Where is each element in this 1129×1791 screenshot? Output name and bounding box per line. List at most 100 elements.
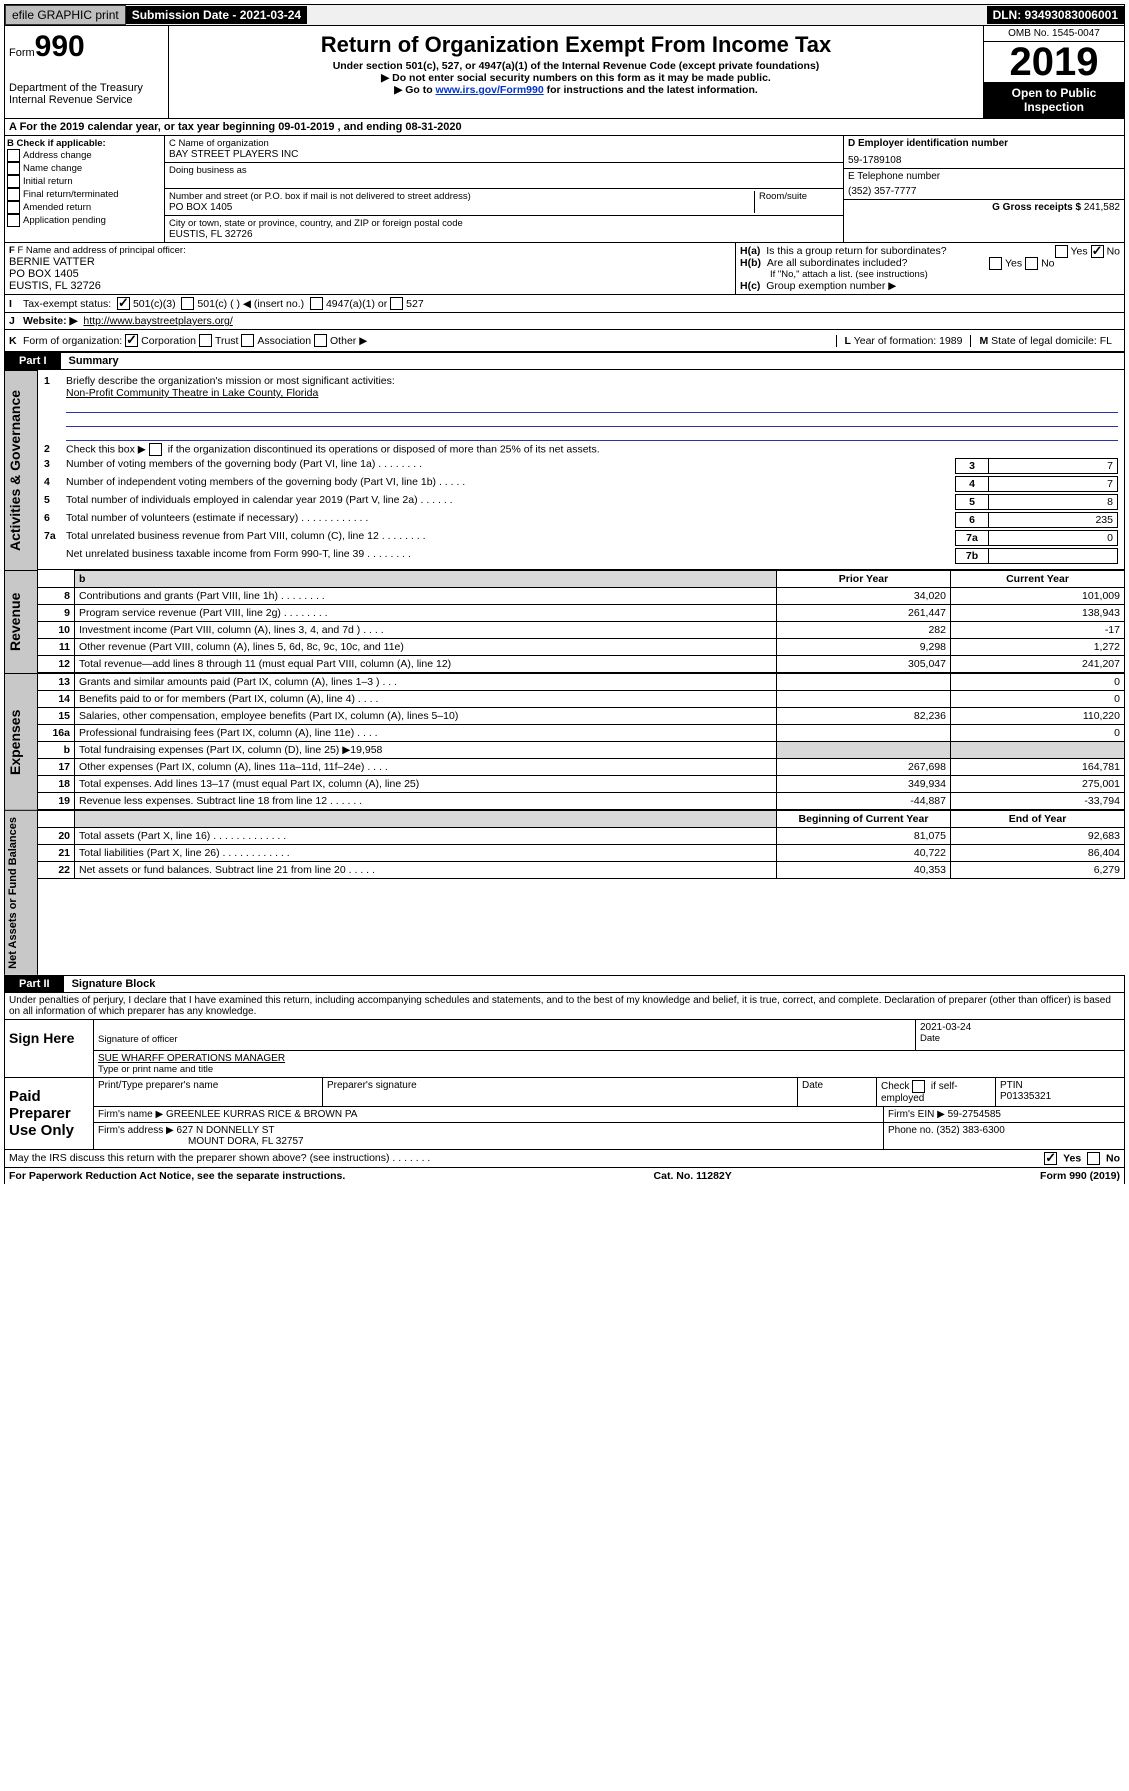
mission-text: Non-Profit Community Theatre in Lake Cou… [66, 387, 318, 399]
ptin: P01335321 [1000, 1091, 1051, 1102]
data-row: 22Net assets or fund balances. Subtract … [38, 862, 1125, 879]
form-footer: Form 990 (2019) [1040, 1170, 1120, 1182]
city-state-zip: EUSTIS, FL 32726 [169, 229, 839, 240]
street-address: PO BOX 1405 [169, 202, 754, 213]
paid-preparer-label: Paid Preparer Use Only [5, 1078, 94, 1149]
irs: Internal Revenue Service [9, 94, 164, 106]
org-name-cell: C Name of organization BAY STREET PLAYER… [165, 136, 843, 163]
box-f: F F Name and address of principal office… [5, 243, 735, 294]
year-cell: OMB No. 1545-0047 2019 Open to Public In… [983, 26, 1124, 118]
expenses-table: 13Grants and similar amounts paid (Part … [38, 673, 1125, 810]
line-i: I Tax-exempt status: 501(c)(3) 501(c) ( … [4, 295, 1125, 313]
chk-application-pending[interactable]: Application pending [7, 214, 162, 227]
data-row: 14Benefits paid to or for members (Part … [38, 691, 1125, 708]
revenue-table: bPrior YearCurrent Year 8Contributions a… [38, 570, 1125, 673]
ein: 59-1789108 [848, 149, 1120, 166]
entity-block: B Check if applicable: Address change Na… [4, 136, 1125, 243]
form-header: Form990 Department of the Treasury Inter… [4, 26, 1125, 119]
dln: DLN: 93493083006001 [987, 6, 1124, 24]
firm-addr2: MOUNT DORA, FL 32757 [98, 1136, 304, 1147]
footer-line: For Paperwork Reduction Act Notice, see … [4, 1168, 1125, 1184]
summary-line-5: 5Total number of individuals employed in… [44, 493, 1118, 511]
chk-final-return[interactable]: Final return/terminated [7, 188, 162, 201]
efile-print-button[interactable]: efile GRAPHIC print [5, 5, 126, 25]
sign-date: 2021-03-24 [920, 1022, 1120, 1033]
officer-name: BERNIE VATTER [9, 256, 731, 268]
data-row: 20Total assets (Part X, line 16) . . . .… [38, 828, 1125, 845]
gross-receipts: 241,582 [1084, 202, 1120, 213]
corp-check[interactable] [125, 334, 138, 347]
legal-domicile: FL [1100, 335, 1112, 347]
summary-line-4: 4Number of independent voting members of… [44, 475, 1118, 493]
telephone: (352) 357-7777 [848, 182, 1120, 197]
data-row: bTotal fundraising expenses (Part IX, co… [38, 742, 1125, 759]
data-row: 10Investment income (Part VIII, column (… [38, 622, 1125, 639]
efile-topbar: efile GRAPHIC print Submission Date - 20… [4, 4, 1125, 26]
website-link[interactable]: http://www.baystreetplayers.org/ [83, 315, 232, 327]
box-h: H(a) Is this a group return for subordin… [735, 243, 1124, 294]
part-ii-header: Part II Signature Block [4, 975, 1125, 993]
officer-addr1: PO BOX 1405 [9, 268, 731, 280]
chk-amended[interactable]: Amended return [7, 201, 162, 214]
data-row: 11Other revenue (Part VIII, column (A), … [38, 639, 1125, 656]
ha-no-check[interactable] [1091, 245, 1104, 258]
box-g: G Gross receipts $ 241,582 [844, 200, 1124, 215]
line-2: 2 Check this box ▶ if the organization d… [44, 442, 1118, 457]
discuss-yes-check[interactable] [1044, 1152, 1057, 1165]
revenue-block: Revenue bPrior YearCurrent Year 8Contrib… [4, 570, 1125, 673]
line-klm: K Form of organization: Corporation Trus… [4, 330, 1125, 352]
box-b: B Check if applicable: Address change Na… [5, 136, 165, 242]
paid-preparer-block: Paid Preparer Use Only Print/Type prepar… [4, 1078, 1125, 1150]
netassets-table: Beginning of Current YearEnd of Year 20T… [38, 810, 1125, 879]
line-a: A For the 2019 calendar year, or tax yea… [4, 119, 1125, 136]
vtab-expenses: Expenses [4, 673, 38, 810]
form-number: 990 [35, 30, 85, 63]
firm-addr1: 627 N DONNELLY ST [177, 1125, 275, 1136]
year-of-formation: 1989 [939, 335, 962, 347]
box-b-header: B Check if applicable: [7, 138, 162, 149]
title-cell: Return of Organization Exempt From Incom… [169, 26, 983, 118]
part-i-body: Activities & Governance 1 Briefly descri… [4, 370, 1125, 570]
sign-here-block: Sign Here Signature of officer 2021-03-2… [4, 1020, 1125, 1078]
city-cell: City or town, state or province, country… [165, 216, 843, 242]
data-row: 19Revenue less expenses. Subtract line 1… [38, 793, 1125, 810]
line-j: J Website: ▶ http://www.baystreetplayers… [4, 313, 1125, 330]
subtitle-1: Under section 501(c), 527, or 4947(a)(1)… [173, 60, 979, 72]
submission-date: Submission Date - 2021-03-24 [126, 6, 307, 24]
fh-block: F F Name and address of principal office… [4, 243, 1125, 295]
perjury-text: Under penalties of perjury, I declare th… [4, 993, 1125, 1020]
part-i-header: Part I Summary [4, 352, 1125, 370]
firm-ein: 59-2754585 [948, 1109, 1001, 1120]
501c3-check[interactable] [117, 297, 130, 310]
expenses-block: Expenses 13Grants and similar amounts pa… [4, 673, 1125, 810]
discuss-line: May the IRS discuss this return with the… [4, 1150, 1125, 1168]
firm-phone: (352) 383-6300 [936, 1125, 1004, 1136]
data-row: 17Other expenses (Part IX, column (A), l… [38, 759, 1125, 776]
summary-line-3: 3Number of voting members of the governi… [44, 457, 1118, 475]
box-c: C Name of organization BAY STREET PLAYER… [165, 136, 843, 242]
vtab-netassets: Net Assets or Fund Balances [4, 810, 38, 975]
data-row: 21Total liabilities (Part X, line 26) . … [38, 845, 1125, 862]
form-id-cell: Form990 Department of the Treasury Inter… [5, 26, 169, 118]
right-entity-col: D Employer identification number 59-1789… [843, 136, 1124, 242]
summary-line-7a: 7aTotal unrelated business revenue from … [44, 529, 1118, 547]
netassets-block: Net Assets or Fund Balances Beginning of… [4, 810, 1125, 975]
box-d: D Employer identification number 59-1789… [844, 136, 1124, 169]
chk-name-change[interactable]: Name change [7, 162, 162, 175]
sign-here-label: Sign Here [5, 1020, 94, 1077]
line-1: 1 Briefly describe the organization's mi… [44, 374, 1118, 442]
data-row: 15Salaries, other compensation, employee… [38, 708, 1125, 725]
form990-link[interactable]: www.irs.gov/Form990 [436, 84, 544, 96]
data-row: 16aProfessional fundraising fees (Part I… [38, 725, 1125, 742]
tax-year: 2019 [984, 42, 1124, 82]
open-to-public: Open to Public Inspection [984, 82, 1124, 118]
officer-addr2: EUSTIS, FL 32726 [9, 280, 731, 292]
chk-address-change[interactable]: Address change [7, 149, 162, 162]
officer-typed-name: SUE WHARFF OPERATIONS MANAGER [98, 1053, 1120, 1064]
summary-line-7b: Net unrelated business taxable income fr… [44, 547, 1118, 565]
summary-line-6: 6Total number of volunteers (estimate if… [44, 511, 1118, 529]
chk-initial-return[interactable]: Initial return [7, 175, 162, 188]
subtitle-2: ▶ Do not enter social security numbers o… [173, 72, 979, 84]
box-e: E Telephone number (352) 357-7777 [844, 169, 1124, 200]
data-row: 12Total revenue—add lines 8 through 11 (… [38, 656, 1125, 673]
